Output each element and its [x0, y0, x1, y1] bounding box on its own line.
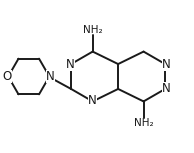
Text: N: N	[46, 70, 54, 83]
Text: NH₂: NH₂	[134, 118, 153, 128]
Text: N: N	[88, 94, 97, 107]
Text: N: N	[46, 70, 55, 83]
Text: N: N	[162, 82, 171, 95]
Text: NH₂: NH₂	[83, 25, 102, 35]
Text: N: N	[162, 58, 171, 71]
Text: N: N	[66, 58, 74, 71]
Text: O: O	[3, 70, 12, 83]
